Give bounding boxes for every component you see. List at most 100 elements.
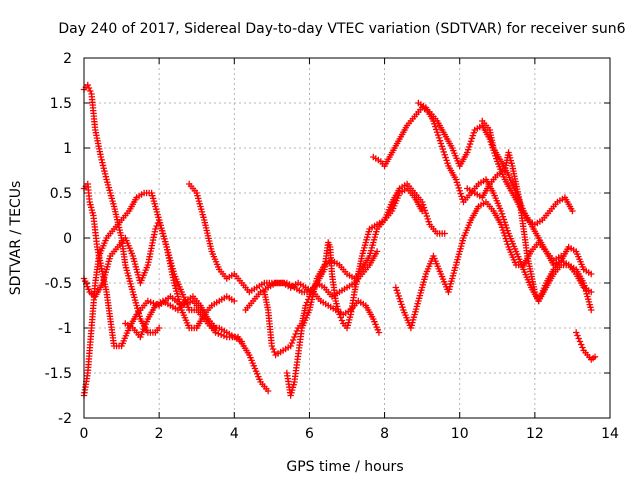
data-point <box>455 184 462 192</box>
data-point <box>98 156 105 164</box>
data-point <box>84 81 91 89</box>
axis-ticks: 0 2 4 6 8 10 12 14 -2 -1.5 -1 -0.5 0 0.5 1 1.5 2 <box>45 51 619 442</box>
data-point <box>588 306 595 314</box>
data-point <box>465 143 473 151</box>
x-tick-label: 0 <box>80 426 89 442</box>
data-point <box>574 332 581 339</box>
data-point <box>373 248 381 255</box>
data-point <box>231 297 238 305</box>
data-point <box>102 173 110 180</box>
data-point <box>424 215 431 223</box>
data-point <box>292 330 299 338</box>
data-point <box>430 117 437 125</box>
y-tick-label: 2 <box>63 51 72 67</box>
data-point <box>458 193 465 200</box>
data-point <box>499 213 507 220</box>
data-point <box>468 135 476 142</box>
data-point <box>588 270 595 278</box>
data-point <box>393 287 400 294</box>
data-point <box>392 284 400 291</box>
data-point <box>421 207 429 214</box>
data-point <box>441 230 448 237</box>
x-tick-label: 14 <box>601 426 619 442</box>
data-point <box>337 314 344 321</box>
data-point <box>470 129 478 137</box>
data-point <box>443 157 450 164</box>
data-point <box>577 341 585 348</box>
data-point <box>99 162 107 169</box>
data-point <box>432 123 439 130</box>
data-point <box>99 159 106 166</box>
data-point <box>444 159 451 167</box>
plot-frame <box>83 57 611 419</box>
data-point <box>398 301 405 308</box>
series-arc-4 <box>80 216 238 332</box>
y-tick-label: 1 <box>63 141 72 157</box>
data-point <box>152 225 159 233</box>
data-point <box>457 190 464 197</box>
data-point <box>289 336 297 344</box>
chart-title: Day 240 of 2017, Sidereal Day-to-day VTE… <box>58 21 625 37</box>
data-point <box>503 238 510 245</box>
data-point <box>87 87 94 95</box>
data-point <box>588 288 595 296</box>
series-arc-5 <box>122 293 219 341</box>
data-point <box>591 353 599 360</box>
data-point <box>212 324 219 332</box>
data-point <box>433 129 441 136</box>
data-point <box>287 342 294 350</box>
data-point <box>215 330 222 337</box>
data-point <box>431 120 438 128</box>
x-tick-label: 12 <box>526 426 544 442</box>
data-point <box>504 240 511 248</box>
data-point <box>336 311 343 318</box>
x-tick-label: 8 <box>380 426 389 442</box>
data-point <box>144 297 152 305</box>
data-point <box>425 218 432 225</box>
data-point <box>433 126 440 133</box>
data-point <box>97 153 105 161</box>
data-point <box>397 298 404 305</box>
data-point <box>422 210 430 217</box>
data-point <box>302 302 309 309</box>
series-arc-9 <box>283 180 448 399</box>
data-point <box>434 131 442 139</box>
x-tick-label: 2 <box>155 426 164 442</box>
data-point <box>532 291 540 299</box>
data-point <box>464 146 472 153</box>
data-point <box>264 387 272 395</box>
data-point <box>579 344 586 351</box>
data-point <box>456 187 463 194</box>
data-point <box>395 292 402 300</box>
data-point <box>441 151 448 158</box>
data-point <box>147 298 154 306</box>
data-point <box>419 201 427 209</box>
data-point <box>531 288 539 296</box>
data-point <box>418 198 426 206</box>
data-point <box>291 333 298 341</box>
data-point <box>498 210 506 218</box>
data-point <box>557 252 565 260</box>
data-point <box>575 335 582 342</box>
data-point <box>572 329 580 336</box>
data-point <box>499 226 507 234</box>
grid <box>84 58 610 418</box>
data-point <box>155 324 163 332</box>
series-arc-13 <box>464 149 595 305</box>
data-point <box>399 303 406 311</box>
y-tick-label: -2 <box>58 411 72 427</box>
data-point <box>498 224 506 231</box>
data-point <box>437 140 445 147</box>
x-tick-label: 10 <box>451 426 469 442</box>
data-point <box>420 204 428 211</box>
data-point <box>440 148 447 156</box>
y-axis-label: SDTVAR / TECUs <box>8 181 24 296</box>
data-point <box>502 235 509 242</box>
data-point <box>439 145 447 153</box>
data-point <box>101 167 108 175</box>
data-point <box>442 154 449 161</box>
data-point <box>466 140 474 148</box>
x-tick-label: 6 <box>305 426 314 442</box>
data-point <box>464 149 471 156</box>
